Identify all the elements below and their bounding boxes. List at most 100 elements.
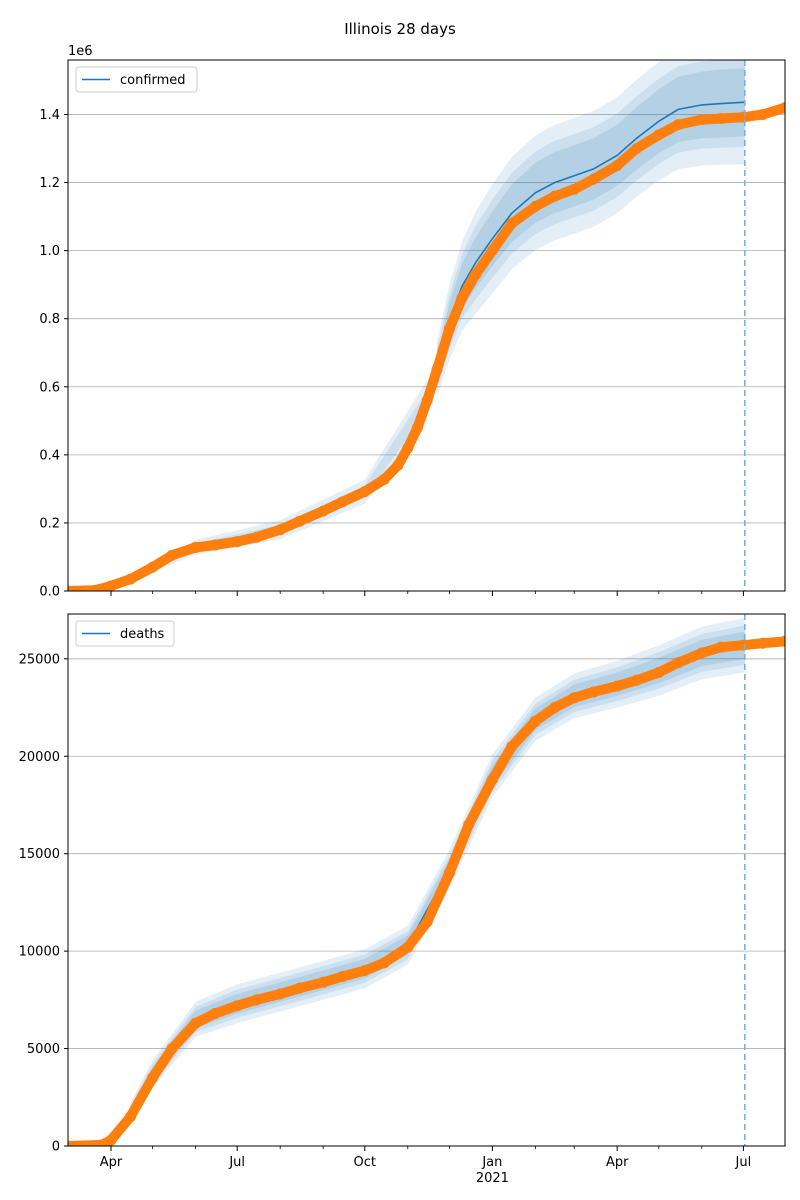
observed-point bbox=[337, 970, 349, 982]
y-tick-label: 15000 bbox=[19, 847, 60, 862]
observed-point bbox=[529, 715, 541, 727]
observed-point bbox=[568, 183, 580, 195]
y-tick-label: 1.0 bbox=[39, 244, 60, 259]
observed-point bbox=[166, 1043, 178, 1055]
y-tick-label: 0.8 bbox=[39, 312, 60, 327]
observed-point bbox=[456, 292, 468, 304]
observed-point bbox=[317, 976, 329, 988]
observed-point bbox=[443, 323, 455, 335]
observed-point bbox=[653, 666, 665, 678]
observed-point bbox=[337, 496, 349, 508]
observed-point bbox=[251, 531, 263, 543]
y-tick-label: 1.4 bbox=[39, 108, 60, 123]
y-tick-label: 0.0 bbox=[39, 585, 60, 600]
y-tick-label: 20000 bbox=[19, 750, 60, 765]
observed-point bbox=[68, 585, 74, 591]
observed-point bbox=[470, 268, 482, 280]
observed-point bbox=[209, 539, 221, 551]
model-band-mid bbox=[436, 60, 745, 390]
legend-label: deaths bbox=[120, 627, 165, 642]
observed-point bbox=[463, 818, 475, 830]
figure-title: Illinois 28 days bbox=[344, 20, 456, 38]
observed-point bbox=[124, 1111, 136, 1123]
observed-point bbox=[737, 111, 749, 123]
x-tick-label: Oct bbox=[354, 1155, 376, 1170]
model-line bbox=[436, 101, 745, 371]
observed-point bbox=[274, 524, 286, 536]
observed-point bbox=[105, 1134, 117, 1146]
plot-area bbox=[68, 617, 785, 1146]
observed-point bbox=[611, 160, 623, 172]
observed-point bbox=[506, 741, 518, 753]
observed-point bbox=[696, 647, 708, 659]
observed-point bbox=[124, 573, 136, 585]
axes-frame bbox=[67, 613, 786, 1147]
legend-label: confirmed bbox=[120, 73, 186, 88]
observed-point bbox=[431, 364, 443, 376]
observed-point bbox=[486, 774, 498, 786]
legend: confirmed bbox=[75, 66, 198, 93]
observed-point bbox=[653, 129, 665, 141]
observed-point bbox=[190, 1017, 202, 1029]
legend-box bbox=[75, 66, 198, 93]
observed-point bbox=[209, 1007, 221, 1019]
observed-point bbox=[568, 692, 580, 704]
observed-point bbox=[421, 916, 433, 928]
x-tick-label: Jan bbox=[481, 1155, 502, 1170]
observed-point bbox=[486, 245, 498, 257]
x-tick-label: Jul bbox=[228, 1155, 245, 1170]
observed-point bbox=[696, 114, 708, 126]
observed-point bbox=[631, 674, 643, 686]
observed-point bbox=[147, 1072, 159, 1084]
observed-point bbox=[549, 702, 561, 714]
observed-point bbox=[251, 994, 263, 1006]
observed-point bbox=[147, 561, 159, 573]
observed-point bbox=[611, 680, 623, 692]
x-tick-label: Apr bbox=[100, 1155, 123, 1170]
y-offset-label: 1e6 bbox=[68, 44, 93, 59]
observed-point bbox=[317, 505, 329, 517]
observed-point bbox=[443, 867, 455, 879]
y-tick-label: 0.4 bbox=[39, 448, 60, 463]
y-tick-label: 0.6 bbox=[39, 380, 60, 395]
confirmed-panel: 0.0 0.2 0.4 0.6 0.8 1.0 1.2 1.4 1e6 confirmed bbox=[39, 44, 786, 600]
observed-point bbox=[672, 119, 684, 131]
model-band-outer bbox=[436, 60, 745, 397]
observed-point bbox=[392, 459, 404, 471]
y-tick-label: 25000 bbox=[19, 652, 60, 667]
y-tick-label: 0 bbox=[52, 1140, 60, 1155]
observed-point bbox=[105, 580, 117, 591]
y-tick-label: 0.2 bbox=[39, 516, 60, 531]
observed-point bbox=[506, 217, 518, 229]
legend-box bbox=[75, 620, 175, 647]
observed-point bbox=[529, 200, 541, 212]
observed-point bbox=[588, 686, 600, 698]
deaths-panel: 0 5000 10000 15000 20000 25000 Apr Jul Oct Jan202… bbox=[19, 613, 786, 1186]
model-band-outer bbox=[130, 617, 745, 1123]
observed-point bbox=[421, 394, 433, 406]
observed-point bbox=[190, 541, 202, 553]
plot-area bbox=[68, 60, 785, 591]
observed-point bbox=[588, 173, 600, 185]
observed-point bbox=[88, 584, 100, 591]
observed-point bbox=[274, 988, 286, 1000]
observed-point bbox=[631, 143, 643, 154]
observed-point bbox=[757, 637, 769, 649]
legend: deaths bbox=[75, 620, 175, 647]
axes-frame bbox=[67, 59, 786, 592]
observed-point bbox=[549, 190, 561, 202]
observed-point bbox=[294, 515, 306, 527]
observed-point bbox=[231, 1000, 243, 1012]
observed-point bbox=[779, 102, 785, 114]
observed-point bbox=[68, 1140, 74, 1146]
y-tick-label: 5000 bbox=[27, 1042, 60, 1057]
observed-point bbox=[402, 941, 414, 953]
x-tick-label: Jul bbox=[735, 1155, 752, 1170]
observed-point bbox=[715, 641, 727, 653]
observed-point bbox=[779, 635, 785, 647]
observed-point bbox=[359, 486, 371, 498]
observed-point bbox=[411, 422, 423, 434]
observed-point bbox=[672, 657, 684, 669]
x-tick-label: Apr bbox=[606, 1155, 629, 1170]
